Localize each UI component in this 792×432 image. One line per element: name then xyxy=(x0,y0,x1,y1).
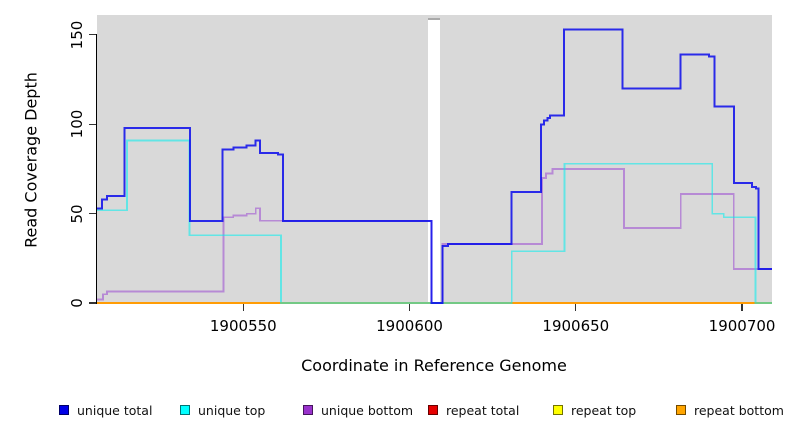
x-tick-label: 1900550 xyxy=(209,317,277,335)
x-tick-label: 1900600 xyxy=(376,317,443,335)
legend-swatch-icon xyxy=(180,405,190,415)
no-data-gap-cap xyxy=(427,17,441,20)
x-axis-title: Coordinate in Reference Genome xyxy=(301,356,567,375)
y-tick xyxy=(89,123,96,125)
x-tick xyxy=(741,304,743,311)
x-tick xyxy=(242,304,244,311)
series-line-unique-total xyxy=(97,28,772,304)
legend-swatch-icon xyxy=(303,405,313,415)
series-line-unique-top xyxy=(97,139,772,304)
legend-label: unique bottom xyxy=(321,402,414,418)
legend-label: repeat bottom xyxy=(694,402,784,418)
x-tick xyxy=(408,304,411,311)
legend-item-unique-top: unique top xyxy=(180,399,265,421)
y-tick-label: 150 xyxy=(68,20,86,50)
y-tick-label: 100 xyxy=(68,109,86,139)
legend-swatch-icon xyxy=(676,405,686,415)
x-tick xyxy=(575,304,577,311)
coverage-step-plot xyxy=(97,28,772,304)
legend-label: repeat top xyxy=(571,402,637,418)
y-tick xyxy=(89,34,96,36)
x-tick-label: 1900650 xyxy=(542,317,610,335)
legend-item-unique-bottom: unique bottom xyxy=(303,399,413,421)
x-tick-label: 1900700 xyxy=(708,317,776,335)
y-axis-line xyxy=(95,34,98,304)
y-tick xyxy=(89,213,96,215)
legend-label: unique total xyxy=(77,402,153,418)
y-tick-label: 50 xyxy=(68,204,86,224)
legend-item-repeat-total: repeat total xyxy=(428,399,519,421)
legend-item-unique-total: unique total xyxy=(59,399,152,421)
y-tick-label: 0 xyxy=(68,298,86,308)
legend-label: repeat total xyxy=(446,402,520,418)
legend-swatch-icon xyxy=(553,405,563,415)
legend-swatch-icon xyxy=(59,405,69,415)
legend-swatch-icon xyxy=(428,405,438,415)
legend-item-repeat-top: repeat top xyxy=(553,399,636,421)
legend: unique total unique top unique bottom repea… xyxy=(0,399,792,423)
y-axis-title: Read Coverage Depth xyxy=(21,72,41,248)
legend-item-repeat-bottom: repeat bottom xyxy=(676,399,784,421)
y-tick xyxy=(89,302,96,304)
legend-label: unique top xyxy=(198,402,266,418)
